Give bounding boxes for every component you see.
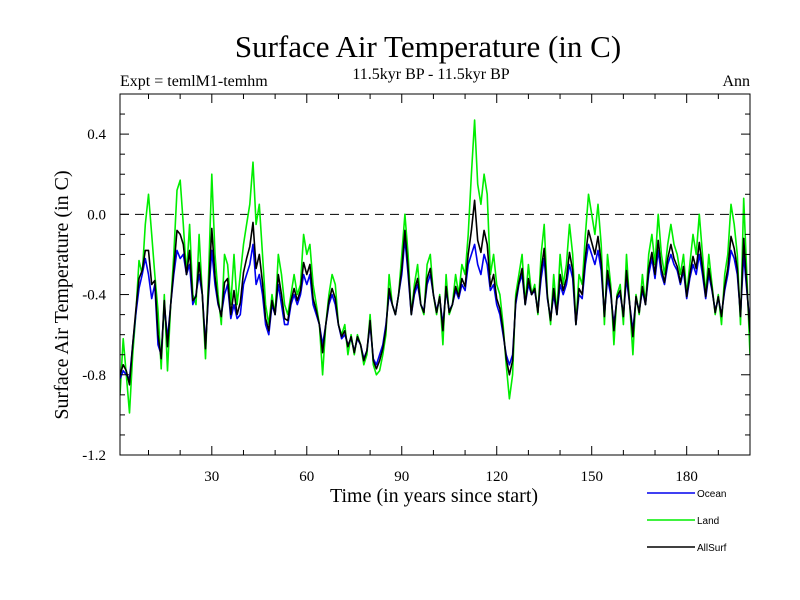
season-label: Ann bbox=[722, 73, 750, 90]
y-tick-label: -0.8 bbox=[82, 368, 106, 384]
y-tick-label: -1.2 bbox=[82, 448, 106, 464]
experiment-label: Expt = temlM1-temhm bbox=[120, 73, 268, 90]
legend-label-allsurf: AllSurf bbox=[697, 543, 727, 554]
x-axis: 30 60 90 120 150 180 bbox=[147, 94, 751, 485]
x-tick-label: 120 bbox=[485, 469, 508, 485]
y-axis: -1.2 -0.8 -0.4 0.0 0.4 bbox=[82, 93, 750, 464]
y-axis-label: Surface Air Temperature (in C) bbox=[51, 170, 73, 419]
y-tick-label: 0.0 bbox=[87, 207, 106, 223]
legend-label-ocean: Ocean bbox=[697, 489, 726, 500]
x-tick-label: 150 bbox=[580, 469, 603, 485]
x-axis-label: Time (in years since start) bbox=[330, 485, 538, 507]
legend-label-land: Land bbox=[697, 516, 719, 527]
y-tick-label: 0.4 bbox=[87, 127, 106, 143]
x-tick-label: 60 bbox=[299, 469, 314, 485]
series-line-allsurf bbox=[120, 199, 750, 386]
period-label: 11.5kyr BP - 11.5kyr BP bbox=[352, 66, 509, 83]
x-tick-label: 180 bbox=[675, 469, 698, 485]
chart-title: Surface Air Temperature (in C) bbox=[235, 29, 621, 64]
y-tick-label: -0.4 bbox=[82, 288, 106, 304]
legend: Ocean Land AllSurf bbox=[647, 489, 727, 554]
series-group bbox=[120, 119, 750, 414]
x-tick-label: 30 bbox=[204, 469, 219, 485]
x-tick-label: 90 bbox=[394, 469, 409, 485]
